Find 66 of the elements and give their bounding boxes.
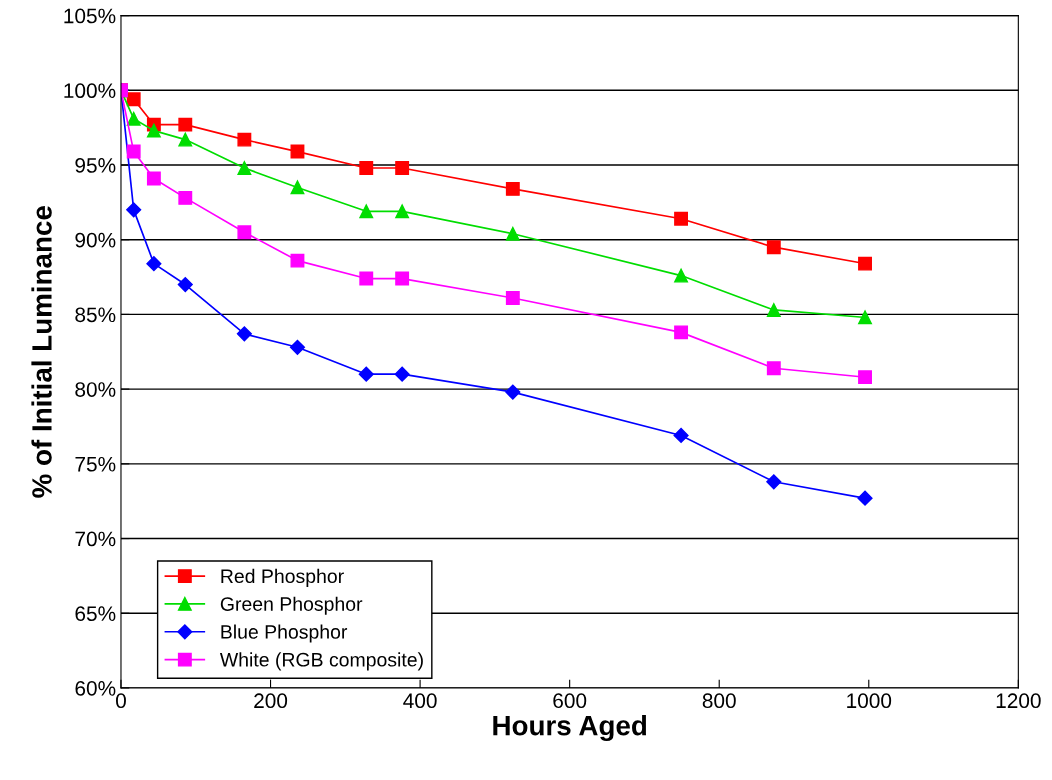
point <box>289 339 306 355</box>
point <box>766 361 781 376</box>
point <box>290 180 305 195</box>
point <box>766 302 781 317</box>
y-tick-label: 65% <box>75 606 116 622</box>
point <box>395 204 410 219</box>
y-axis-title: % of Initial Luminance <box>31 206 52 498</box>
point <box>237 161 252 175</box>
y-tick-label: 100% <box>64 83 116 99</box>
point <box>146 171 161 186</box>
y-tick-label: 85% <box>75 307 116 323</box>
point <box>674 268 689 283</box>
x-tick-label: 400 <box>403 693 437 709</box>
point <box>178 132 193 147</box>
point <box>857 490 873 506</box>
point <box>236 326 252 342</box>
point <box>766 474 782 490</box>
point <box>126 144 141 159</box>
point <box>394 366 410 382</box>
point <box>178 190 193 205</box>
x-tick-label: 200 <box>254 693 288 709</box>
legend-label: White (RGB composite) <box>219 652 423 671</box>
y-tick-label: 105% <box>64 8 116 24</box>
point <box>858 256 872 271</box>
point <box>766 240 781 255</box>
point <box>858 310 872 325</box>
point <box>359 204 374 219</box>
point <box>126 111 141 126</box>
point <box>395 161 410 175</box>
x-tick-label: 800 <box>702 693 736 709</box>
point <box>358 366 374 382</box>
point <box>290 253 305 268</box>
y-tick-label: 60% <box>75 680 116 696</box>
point <box>146 123 161 138</box>
point <box>858 370 872 385</box>
point <box>359 271 374 286</box>
x-tick-label: 0 <box>116 693 126 709</box>
point <box>178 117 193 132</box>
point <box>505 181 520 196</box>
point <box>146 256 162 272</box>
point <box>395 271 410 286</box>
point <box>505 384 521 400</box>
x-tick-label: 600 <box>553 693 587 709</box>
y-tick-label: 90% <box>75 232 116 248</box>
legend-label: Green Phosphor <box>220 596 363 615</box>
point <box>290 144 305 159</box>
x-tick-label: 1000 <box>847 693 892 709</box>
y-tick-label: 95% <box>75 158 116 173</box>
y-tick-label: 80% <box>75 382 116 397</box>
point <box>674 211 689 226</box>
point <box>237 132 252 147</box>
point <box>505 226 520 241</box>
point <box>673 427 689 444</box>
point <box>359 161 374 175</box>
point <box>674 325 689 340</box>
y-tick-label: 75% <box>75 456 116 472</box>
point <box>237 225 252 240</box>
x-tick-label: 1200 <box>996 693 1041 709</box>
legend-label: Blue Phosphor <box>221 624 348 643</box>
point <box>126 202 142 218</box>
legend-label: Red Phosphor <box>221 568 344 587</box>
x-axis-title: Hours Aged <box>493 715 647 742</box>
point <box>126 92 141 107</box>
point <box>505 291 520 305</box>
point <box>177 276 193 293</box>
y-tick-label: 70% <box>75 531 116 547</box>
